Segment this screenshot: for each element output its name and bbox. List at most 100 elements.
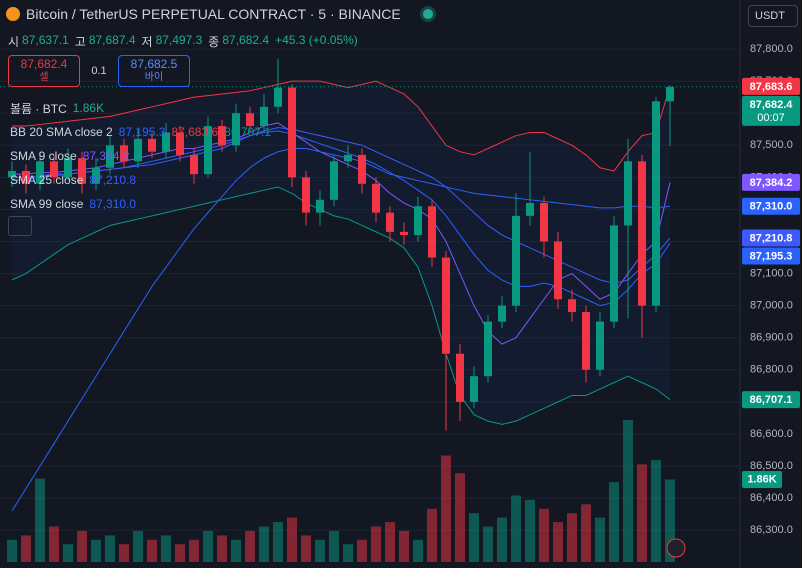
volume-bar	[637, 464, 647, 562]
legend-row: SMA 99 close 87,310.0	[10, 192, 271, 216]
symbol-title[interactable]: Bitcoin / TetherUS PERPETUAL CONTRACT · …	[26, 6, 401, 22]
volume-bar	[581, 504, 591, 562]
volume-bar	[7, 539, 17, 562]
candle-body	[428, 206, 436, 258]
volume-badge	[742, 470, 782, 488]
quantity: 0.1	[91, 65, 107, 77]
legend-row: BB 20 SMA close 2 87,195.3 87,683.6 86,707.…	[10, 120, 271, 144]
candle-body	[246, 113, 254, 127]
candle-body	[274, 87, 282, 107]
volume-bar	[413, 539, 423, 562]
price-badge	[742, 173, 800, 191]
candle-body	[8, 170, 16, 178]
price-badge	[742, 229, 800, 247]
y-tick-label: 87,100.0	[750, 267, 793, 279]
volume-badge-label: 1.86K	[747, 473, 776, 485]
price-badge	[742, 391, 800, 409]
candle-body	[344, 154, 352, 162]
volume-bar	[133, 530, 143, 562]
ohlc-value: 87,687.4	[88, 33, 136, 47]
legend-name: BB 20 SMA close 2	[10, 125, 113, 139]
volume-bar	[595, 517, 605, 562]
y-tick-label: 86,600.0	[750, 428, 793, 440]
candle-body	[358, 154, 366, 184]
ohlc-value: 87,497.3	[155, 33, 203, 47]
volume-bar	[609, 482, 619, 562]
volume-bar	[245, 530, 255, 562]
y-tick-label: 87,800.0	[750, 43, 793, 55]
legend-name: SMA 99 close	[10, 197, 84, 211]
candle-body	[92, 167, 100, 184]
volume-bar	[315, 539, 325, 562]
candle-body	[456, 353, 464, 402]
countdown: 00:07	[757, 112, 785, 124]
candle-body	[400, 231, 408, 236]
price-badge-label: 87,210.8	[750, 232, 793, 244]
candle-body	[484, 321, 492, 377]
legend-value: 87,384.2	[82, 149, 130, 163]
price-badge	[742, 95, 800, 126]
candle-body	[554, 241, 562, 300]
candle-body	[260, 106, 268, 127]
candle-body	[386, 212, 394, 232]
volume-bar	[357, 539, 367, 562]
y-tick-label: 86,300.0	[750, 524, 793, 536]
legend-row: SMA 25 close 87,210.8	[10, 168, 271, 192]
candle-body	[302, 177, 310, 213]
candle-body	[22, 170, 30, 184]
candle-body	[526, 203, 534, 216]
candle-body	[134, 138, 142, 162]
candle-body	[414, 206, 422, 236]
candle-body	[330, 161, 338, 200]
legend-value: 1.86K	[72, 101, 105, 115]
header: Bitcoin / TetherUS PERPETUAL CONTRACT · …	[6, 6, 433, 22]
coin-logo	[6, 7, 20, 21]
volume-bar	[455, 473, 465, 562]
buy-button[interactable]: 87,682.5 바이	[118, 55, 190, 87]
legend-name: SMA 9 close	[10, 149, 77, 163]
indicator-line	[11, 147, 671, 512]
legend-name: 볼륨 · BTC	[10, 101, 67, 116]
volume-bar	[21, 535, 31, 562]
volume-bar	[539, 508, 549, 562]
collapse-legend[interactable]	[8, 216, 32, 236]
volume-bar	[427, 508, 437, 562]
volume-bar	[161, 535, 171, 562]
volume-bar	[371, 526, 381, 562]
change: +45.3 (+0.05%)	[275, 33, 358, 47]
volume-bar	[105, 535, 115, 562]
y-tick-label: 87,000.0	[750, 300, 793, 312]
volume-bar	[497, 517, 507, 562]
candle-body	[498, 305, 506, 322]
candle-body	[176, 132, 184, 155]
volume-bar	[217, 535, 227, 562]
candle-body	[638, 161, 646, 306]
volume-bar	[203, 530, 213, 562]
candle-body	[652, 101, 660, 306]
volume-bar	[35, 478, 45, 562]
volume-bar	[329, 530, 339, 562]
currency-button[interactable]: USDT	[748, 5, 798, 27]
candle-body	[148, 138, 156, 152]
legend-name: SMA 25 close	[10, 173, 84, 187]
sell-button[interactable]: 87,682.4 셀	[8, 55, 80, 87]
price-badge-label: 87,310.0	[750, 201, 793, 213]
y-tick-label: 87,500.0	[750, 139, 793, 151]
plot	[0, 48, 740, 562]
indicator-line	[12, 80, 671, 172]
legend-value: 87,310.0	[89, 197, 137, 211]
legend-value: 87,210.8	[89, 173, 137, 187]
y-tick-label: 86,400.0	[750, 492, 793, 504]
volume-bar	[553, 522, 563, 562]
volume-bar	[665, 479, 675, 562]
volume-bar	[49, 526, 59, 562]
ohlc-row: 시 87,637.1 고 87,687.4 저 87,497.3 종 87,682.4 …	[8, 33, 361, 50]
candle-body	[442, 257, 450, 354]
legend-row: SMA 9 close 87,384.2	[10, 144, 271, 168]
alert-icon[interactable]	[666, 538, 686, 558]
candle-body	[218, 126, 226, 146]
volume-bar	[91, 539, 101, 562]
volume-bar	[189, 539, 199, 562]
